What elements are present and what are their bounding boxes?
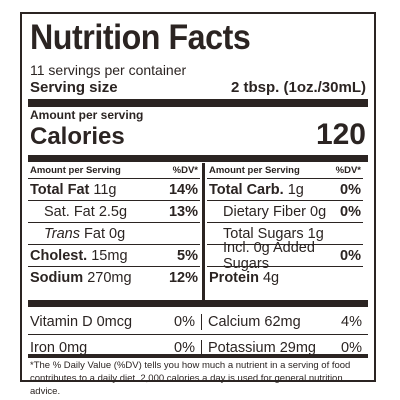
mineral-dv: 4% [341, 313, 362, 330]
nutrient-dv: 0% [340, 247, 361, 264]
calories-label: Calories [30, 123, 125, 150]
calories-value: 120 [315, 118, 366, 151]
nutrient-name: Trans [44, 225, 80, 242]
calories-row: Calories 120 [30, 120, 366, 152]
nutrient-name: Cholest. [30, 247, 88, 264]
nutrient-name: Sodium [30, 269, 84, 286]
column-header-amount: Amount per Serving [30, 165, 121, 176]
column-header: Amount per Serving %DV* [28, 163, 200, 178]
nutrient-row-total-sugars: Total Sugars 1g [207, 222, 363, 244]
nutrient-dv: 5% [177, 247, 198, 264]
nutrient-amount: 2.5g [98, 203, 128, 220]
thick-divider [28, 354, 368, 358]
vitamin-cell: Iron 0mg 0% [28, 339, 202, 356]
nutrient-row-cholesterol: Cholest. 15mg 5% [28, 244, 200, 266]
vitamin-dv: 0% [174, 313, 195, 330]
nutrient-amount: 270mg [87, 269, 132, 286]
thick-divider [28, 99, 368, 107]
vitamin-row: Iron 0mg 0% Potassium 29mg 0% [28, 335, 368, 360]
amount-per-serving: Amount per serving [30, 108, 144, 122]
nutrient-dv: 0% [340, 203, 361, 220]
nutrient-name: Incl. 0g Added Sugars [223, 239, 315, 272]
mineral-name: Potassium 29mg [208, 339, 316, 356]
nutrient-name: Dietary Fiber [223, 203, 306, 220]
mineral-cell: Calcium 62mg 4% [202, 314, 364, 330]
nutrient-dv: 14% [168, 181, 198, 198]
vitamin-row: Vitamin D 0mcg 0% Calcium 62mg 4% [28, 309, 368, 334]
nutrient-amount: Fat 0g [84, 225, 126, 242]
mineral-name: Calcium 62mg [208, 313, 301, 330]
left-nutrient-column: Amount per Serving %DV* Total Fat 11g 14… [28, 163, 200, 288]
vitamin-name: Iron 0mg [30, 339, 88, 356]
nutrient-name: Sat. Fat [44, 203, 95, 220]
servings-per-container: 11 servings per container [30, 62, 187, 78]
nutrient-row-total-carb: Total Carb. 1g 0% [207, 178, 363, 200]
column-divider [202, 163, 205, 300]
thick-divider [28, 155, 368, 162]
nutrient-name: Total Sugars [223, 225, 304, 242]
column-header-dv: %DV* [172, 165, 198, 176]
nutrient-dv: 0% [340, 181, 361, 198]
vitamin-name: Vitamin D 0mcg [30, 313, 133, 330]
nutrient-row-total-fat: Total Fat 11g 14% [28, 178, 200, 200]
nutrient-amount: 15mg [91, 247, 128, 264]
nutrient-row-added-sugars: Incl. 0g Added Sugars 0% [207, 240, 363, 272]
nutrient-row-sat-fat: Sat. Fat 2.5g 13% [28, 200, 200, 222]
serving-size-label: Serving size [30, 79, 118, 96]
nutrient-name: Protein [209, 269, 259, 286]
label-title: Nutrition Facts [30, 18, 251, 57]
daily-value-footnote: *The % Daily Value (%DV) tells you how m… [30, 360, 351, 397]
nutrient-dv: 13% [168, 203, 198, 220]
vitamin-cell: Vitamin D 0mcg 0% [28, 313, 202, 330]
nutrient-amount: 1g [307, 225, 324, 242]
mineral-cell: Potassium 29mg 0% [202, 340, 364, 356]
nutrient-amount: 0g [310, 203, 327, 220]
column-header-amount: Amount per Serving [209, 165, 300, 176]
nutrient-row-protein: Protein 4g [207, 266, 363, 288]
nutrient-dv: 12% [168, 269, 198, 286]
thick-divider [28, 300, 368, 307]
nutrient-amount: 4g [262, 269, 280, 286]
column-header: Amount per Serving %DV* [207, 163, 363, 178]
nutrient-amount: 1g [287, 181, 304, 198]
nutrient-name: Total Fat [30, 181, 90, 198]
column-header-dv: %DV* [335, 165, 361, 176]
serving-size-value: 2 tbsp. (1oz./30mL) [230, 79, 366, 96]
mineral-dv: 0% [341, 339, 362, 356]
nutrition-facts-label: Nutrition Facts 11 servings per containe… [20, 12, 376, 397]
serving-size-row: Serving size 2 tbsp. (1oz./30mL) [30, 78, 366, 97]
nutrient-row-dietary-fiber: Dietary Fiber 0g 0% [207, 200, 363, 222]
nutrient-row-sodium: Sodium 270mg 12% [28, 266, 200, 288]
thin-divider [28, 334, 368, 335]
vitamin-dv: 0% [174, 339, 195, 356]
nutrient-row-trans-fat: Trans Fat 0g [28, 222, 200, 244]
nutrient-name: Total Carb. [209, 181, 284, 198]
nutrient-amount: 11g [93, 181, 117, 198]
right-nutrient-column: Amount per Serving %DV* Total Carb. 1g 0… [207, 163, 363, 288]
